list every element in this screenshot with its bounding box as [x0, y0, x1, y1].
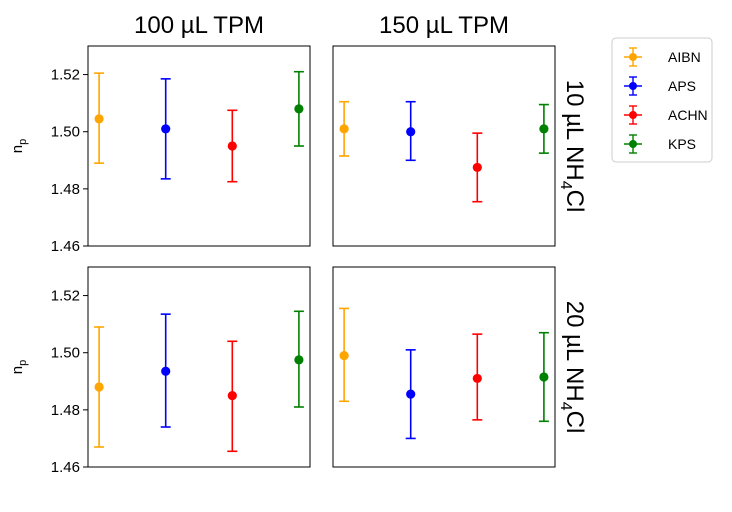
point-kps	[294, 355, 304, 365]
point-aibn	[94, 382, 104, 392]
y-tick-label: 1.52	[51, 288, 80, 305]
point-achn	[472, 162, 482, 173]
panel-r1-c1	[332, 266, 556, 468]
legend-marker	[629, 53, 637, 61]
point-achn	[227, 390, 237, 401]
legend-item-achn: ACHN	[624, 105, 708, 125]
y-axis-label: np	[9, 360, 29, 374]
legend-label: APS	[668, 78, 696, 94]
legend-item-aibn: AIBN	[624, 47, 701, 67]
point-aps	[406, 389, 416, 399]
legend-label: ACHN	[668, 107, 708, 123]
point-aibn	[94, 114, 104, 124]
y-tick-label: 1.50	[51, 345, 80, 362]
y-axis-label-text: np	[9, 139, 29, 153]
point-aibn	[339, 124, 349, 134]
y-tick-label: 1.48	[51, 181, 80, 198]
point-achn	[227, 141, 237, 151]
point-aps	[406, 127, 416, 137]
legend-item-kps: KPS	[624, 134, 696, 154]
legend: AIBN APS ACHN KPS	[611, 37, 713, 163]
legend-marker	[629, 140, 637, 148]
legend-item-aps: APS	[624, 76, 696, 96]
legend-label: AIBN	[668, 49, 701, 65]
row-title-text: 20 µL NH4Cl	[557, 301, 588, 434]
point-kps	[539, 124, 549, 134]
panel-r0-c0: 1.46 1.48 1.50 1.52	[51, 45, 311, 255]
row-title-text: 10 µL NH4Cl	[557, 80, 588, 213]
column-title: 100 µL TPM	[134, 12, 264, 39]
legend-frame	[611, 37, 713, 163]
point-aibn	[339, 350, 349, 361]
legend-label: KPS	[668, 136, 696, 152]
point-aps	[161, 366, 171, 376]
y-tick-label: 1.52	[51, 67, 80, 84]
point-kps	[294, 104, 304, 114]
y-axis-label: np	[9, 139, 29, 153]
panel-frame	[87, 266, 311, 468]
y-axis-label-text: np	[9, 360, 29, 374]
column-title: 150 µL TPM	[379, 12, 509, 39]
panel-r1-c0: 1.46 1.48 1.50 1.52	[51, 266, 311, 476]
y-tick-label: 1.50	[51, 124, 80, 141]
legend-marker	[629, 111, 637, 119]
panel-frame	[332, 266, 556, 468]
y-tick-label: 1.46	[51, 238, 80, 255]
legend-marker	[629, 82, 637, 90]
point-aps	[161, 124, 171, 134]
panel-frame	[332, 45, 556, 247]
row-title: 20 µL NH4Cl	[557, 301, 588, 434]
panel-frame	[87, 45, 311, 247]
y-tick-label: 1.46	[51, 459, 80, 476]
panel-r0-c1	[332, 45, 556, 247]
point-kps	[539, 372, 549, 382]
y-tick-label: 1.48	[51, 402, 80, 419]
row-title: 10 µL NH4Cl	[557, 80, 588, 213]
point-achn	[472, 373, 482, 384]
